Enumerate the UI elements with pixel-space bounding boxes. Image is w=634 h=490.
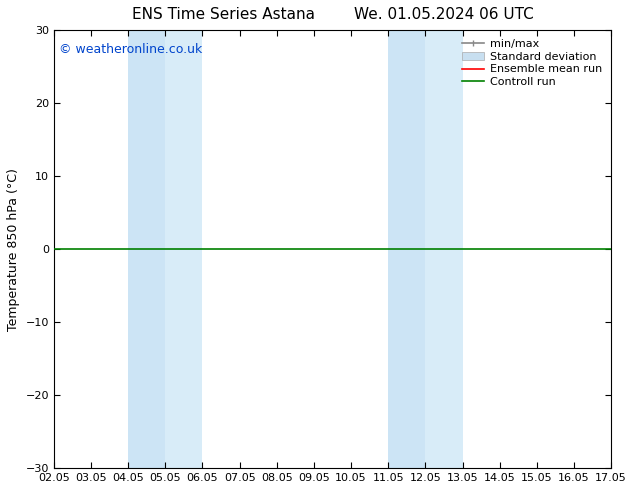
Bar <box>128 30 165 468</box>
Title: ENS Time Series Astana        We. 01.05.2024 06 UTC: ENS Time Series Astana We. 01.05.2024 06… <box>132 7 533 22</box>
Text: © weatheronline.co.uk: © weatheronline.co.uk <box>60 43 203 56</box>
Bar <box>425 30 463 468</box>
Bar <box>165 30 202 468</box>
Y-axis label: Temperature 850 hPa (°C): Temperature 850 hPa (°C) <box>7 168 20 331</box>
Legend: min/max, Standard deviation, Ensemble mean run, Controll run: min/max, Standard deviation, Ensemble me… <box>459 36 605 91</box>
Bar <box>388 30 425 468</box>
